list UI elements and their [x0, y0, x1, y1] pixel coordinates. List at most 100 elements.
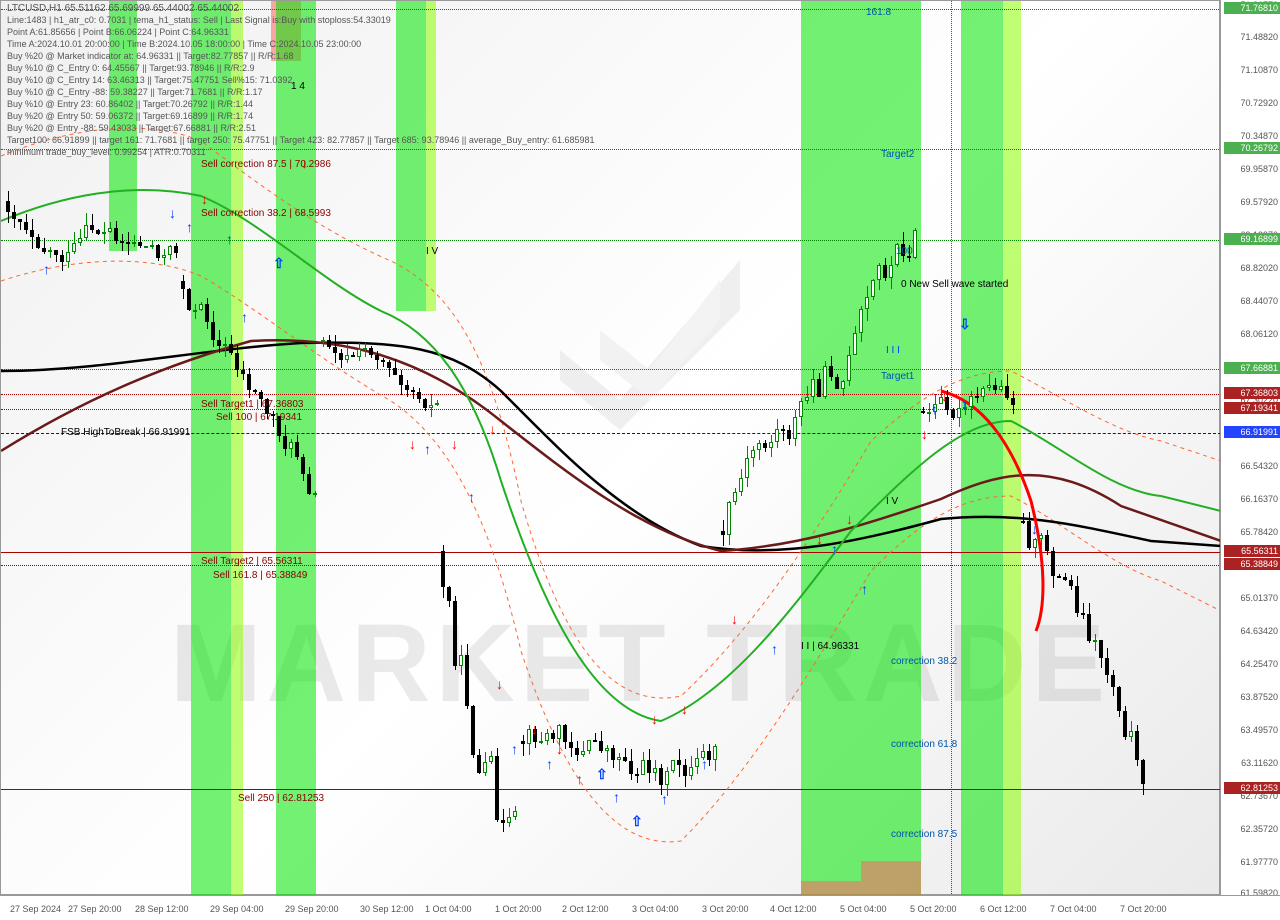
arrow-up-icon: ↑: [226, 231, 233, 247]
arrow-up-icon: ↑: [961, 396, 968, 412]
price-tick: 63.11620: [1241, 758, 1278, 768]
time-tick: 4 Oct 12:00: [770, 904, 817, 914]
info-line: Line:1483 | h1_atr_c0: 0.7031 | tema_h1_…: [7, 15, 391, 25]
arrow-down-icon: ↓: [681, 701, 688, 717]
chart-annotation: Sell Target1 | 67.36803: [201, 399, 304, 410]
arrow-up-icon: ↑: [931, 401, 938, 417]
info-line: Buy %10 @ Entry 23: 60.86402 || Target:7…: [7, 99, 253, 109]
arrow-down-icon: ↓: [816, 531, 823, 547]
chart-annotation: I I | 64.96331: [801, 641, 859, 652]
arrow-up-icon: ⇧: [631, 813, 643, 830]
price-badge: 66.91991: [1224, 426, 1280, 438]
chart-annotation: Sell 161.8 | 65.38849: [213, 570, 307, 581]
price-tick: 71.10870: [1240, 65, 1278, 75]
time-tick: 1 Oct 04:00: [425, 904, 472, 914]
arrow-up-icon: ↑: [661, 791, 668, 807]
arrow-down-icon: ↓: [651, 711, 658, 727]
price-tick: 62.35720: [1240, 824, 1278, 834]
price-tick: 68.06120: [1240, 329, 1278, 339]
price-badge: 67.36803: [1224, 387, 1280, 399]
chart-annotation: Sell correction 87.5 | 70.2986: [201, 159, 331, 170]
price-badge: 62.81253: [1224, 782, 1280, 794]
chart-annotation: Sell 250 | 62.81253: [238, 793, 324, 804]
arrow-up-icon: ↑: [771, 641, 778, 657]
chart-annotation: FSB HighToBreak | 66.91991: [61, 427, 190, 438]
horizontal-line: [1, 409, 1221, 410]
info-line: Time A:2024.10.01 20:00:00 | Time B:2024…: [7, 39, 361, 49]
chart-area[interactable]: ↑↓↑↓↑↑⇧↓↓↑↓↑↓↓↑↓↑↓↑⇧↑⇧↓↑↓↑↓↑↓↑↓↑↓↓↑↑⇩↓ S…: [0, 0, 1220, 895]
price-tick: 66.54320: [1240, 461, 1278, 471]
price-tick: 69.57920: [1240, 197, 1278, 207]
time-tick: 27 Sep 2024: [10, 904, 61, 914]
info-line: Point A:61.85656 | Point B:66.06224 | Po…: [7, 27, 229, 37]
time-tick: 7 Oct 04:00: [1050, 904, 1097, 914]
price-tick: 70.72920: [1240, 98, 1278, 108]
time-tick: 5 Oct 20:00: [910, 904, 957, 914]
chart-annotation: correction 38.2: [891, 656, 957, 667]
time-tick: 7 Oct 20:00: [1120, 904, 1167, 914]
time-tick: 27 Sep 20:00: [68, 904, 122, 914]
arrow-up-icon: ↑: [701, 756, 708, 772]
vertical-line: [951, 1, 952, 896]
chart-annotation: I V: [886, 496, 898, 507]
price-axis: 71.8677071.4882071.1087070.7292070.34870…: [1220, 0, 1280, 895]
time-tick: 29 Sep 04:00: [210, 904, 264, 914]
arrow-up-icon: ↑: [424, 441, 431, 457]
arrow-up-icon: ↑: [546, 756, 553, 772]
info-line: Buy %20 @ Entry -88: 59.43033 || Target:…: [7, 123, 256, 133]
info-line: minimum trade_buy_level: 0.99254 | ATR:0…: [7, 147, 206, 157]
chart-annotation: I V: [426, 246, 438, 257]
price-tick: 63.49570: [1240, 725, 1278, 735]
time-tick: 29 Sep 20:00: [285, 904, 339, 914]
arrow-up-icon: ↑: [186, 219, 193, 235]
arrow-down-icon: ↓: [451, 436, 458, 452]
horizontal-line: [1, 565, 1221, 566]
price-tick: 70.34870: [1240, 131, 1278, 141]
time-tick: 3 Oct 04:00: [632, 904, 679, 914]
arrow-up-icon: ↑: [241, 309, 248, 325]
price-badge: 65.56311: [1224, 545, 1280, 557]
chart-annotation: I I I: [886, 345, 900, 356]
arrow-up-icon: ↑: [861, 581, 868, 597]
price-tick: 61.97770: [1240, 857, 1278, 867]
price-tick: 68.44070: [1240, 296, 1278, 306]
price-zone: [861, 861, 921, 896]
chart-annotation: correction 61.8: [891, 739, 957, 750]
time-tick: 6 Oct 12:00: [980, 904, 1027, 914]
price-zone: [801, 881, 861, 896]
price-badge: 70.26792: [1224, 142, 1280, 154]
price-zone: [1003, 1, 1021, 896]
info-line: Buy %10 @ C_Entry 0: 64.45567 || Target:…: [7, 63, 254, 73]
arrow-up-icon: ↑: [613, 789, 620, 805]
info-line: Buy %20 @ Market indicator at: 64.96331 …: [7, 51, 294, 61]
horizontal-line: [1, 789, 1221, 790]
time-tick: 28 Sep 12:00: [135, 904, 189, 914]
arrow-up-icon: ↑: [43, 261, 50, 277]
chart-annotation: 161.8: [866, 7, 891, 18]
price-badge: 67.66881: [1224, 362, 1280, 374]
price-tick: 71.48820: [1240, 32, 1278, 42]
arrow-up-icon: ↑: [468, 489, 475, 505]
arrow-down-icon: ↓: [531, 721, 538, 737]
time-tick: 30 Sep 12:00: [360, 904, 414, 914]
price-tick: 64.63420: [1240, 626, 1278, 636]
info-line: Buy %20 @ Entry 50: 59.06372 || Target:6…: [7, 111, 253, 121]
arrow-down-icon: ↓: [496, 676, 503, 692]
price-tick: 69.95870: [1240, 164, 1278, 174]
arrow-down-icon: ↓: [169, 205, 176, 221]
arrow-up-icon: ⇧: [596, 766, 608, 783]
arrow-down-icon: ↓: [489, 421, 496, 437]
time-tick: 3 Oct 20:00: [702, 904, 749, 914]
horizontal-line: [1, 394, 1221, 395]
time-tick: 1 Oct 20:00: [495, 904, 542, 914]
arrow-down-icon: ↓: [921, 426, 928, 442]
chart-annotation: 1 4: [291, 81, 305, 92]
info-line: Buy %10 @ C_Entry -88: 59.38227 || Targe…: [7, 87, 262, 97]
arrow-down-icon: ↓: [1031, 521, 1038, 537]
price-tick: 64.25470: [1240, 659, 1278, 669]
chart-annotation: 100: [896, 246, 913, 257]
chart-annotation: 0 New Sell wave started: [901, 279, 1008, 290]
price-badge: 67.19341: [1224, 402, 1280, 414]
arrow-down-icon: ↓: [941, 388, 948, 404]
time-axis: 27 Sep 2024 27 Sep 20:00 28 Sep 12:00 29 Se…: [0, 895, 1280, 920]
